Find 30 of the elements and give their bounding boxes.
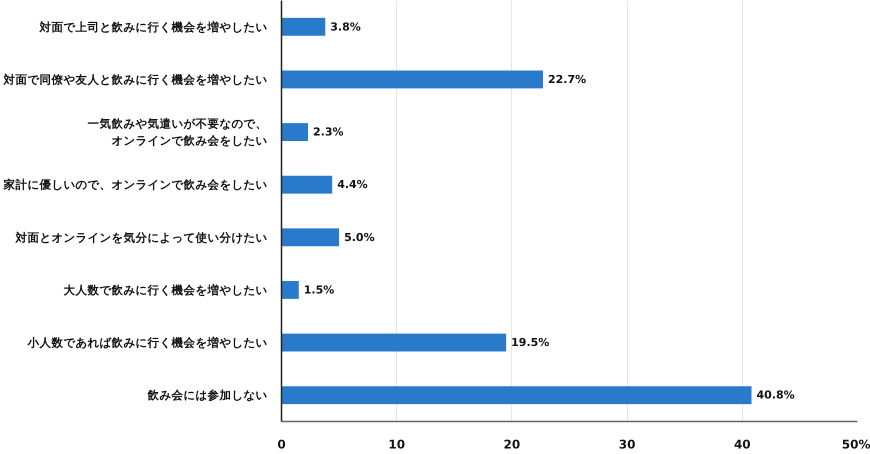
y-tick-label: 対面で上司と飲みに行く機会を増やしたい: [38, 20, 268, 34]
y-tick-label: 家計に優しいので、オンラインで飲み会をしたい: [2, 178, 268, 192]
bar: [282, 18, 326, 36]
data-label: 2.3%: [312, 126, 344, 139]
data-label: 1.5%: [304, 283, 334, 296]
bar: [282, 280, 299, 299]
y-tick-label: 飲み会には参加しない: [146, 388, 268, 402]
data-label: 40.8%: [756, 388, 795, 402]
x-tick-label: 50%: [842, 438, 870, 452]
bar: [282, 386, 752, 404]
data-label: 3.8%: [330, 20, 361, 34]
y-tick-label: 対面とオンラインを気分によって使い分けたい: [14, 230, 268, 244]
bar: [282, 176, 332, 194]
bar: [282, 70, 544, 88]
y-tick-label: 小人数であれば飲みに行く機会を増やしたい: [26, 336, 268, 350]
y-tick-label: 対面で同僚や友人と飲みに行く機会を増やしたい: [2, 72, 268, 86]
data-label: 19.5%: [511, 336, 550, 350]
data-label: 4.4%: [337, 178, 368, 192]
data-label: 5.0%: [344, 230, 375, 244]
x-tick-label: 0: [277, 438, 286, 452]
bar: [282, 123, 308, 142]
x-tick-label: 40: [734, 438, 751, 452]
y-tick-label: 大人数で飲みに行く機会を増やしたい: [64, 282, 268, 297]
x-tick-label: 30: [618, 438, 636, 452]
data-label: 22.7%: [548, 72, 586, 86]
bar: [282, 334, 506, 352]
bar: [282, 228, 340, 246]
x-tick-label: 20: [504, 438, 520, 452]
y-tick-label: 一気飲みや気遣いが不要なので、オンラインで飲み会をしたい: [88, 116, 268, 148]
x-tick-label: 10: [388, 438, 406, 452]
